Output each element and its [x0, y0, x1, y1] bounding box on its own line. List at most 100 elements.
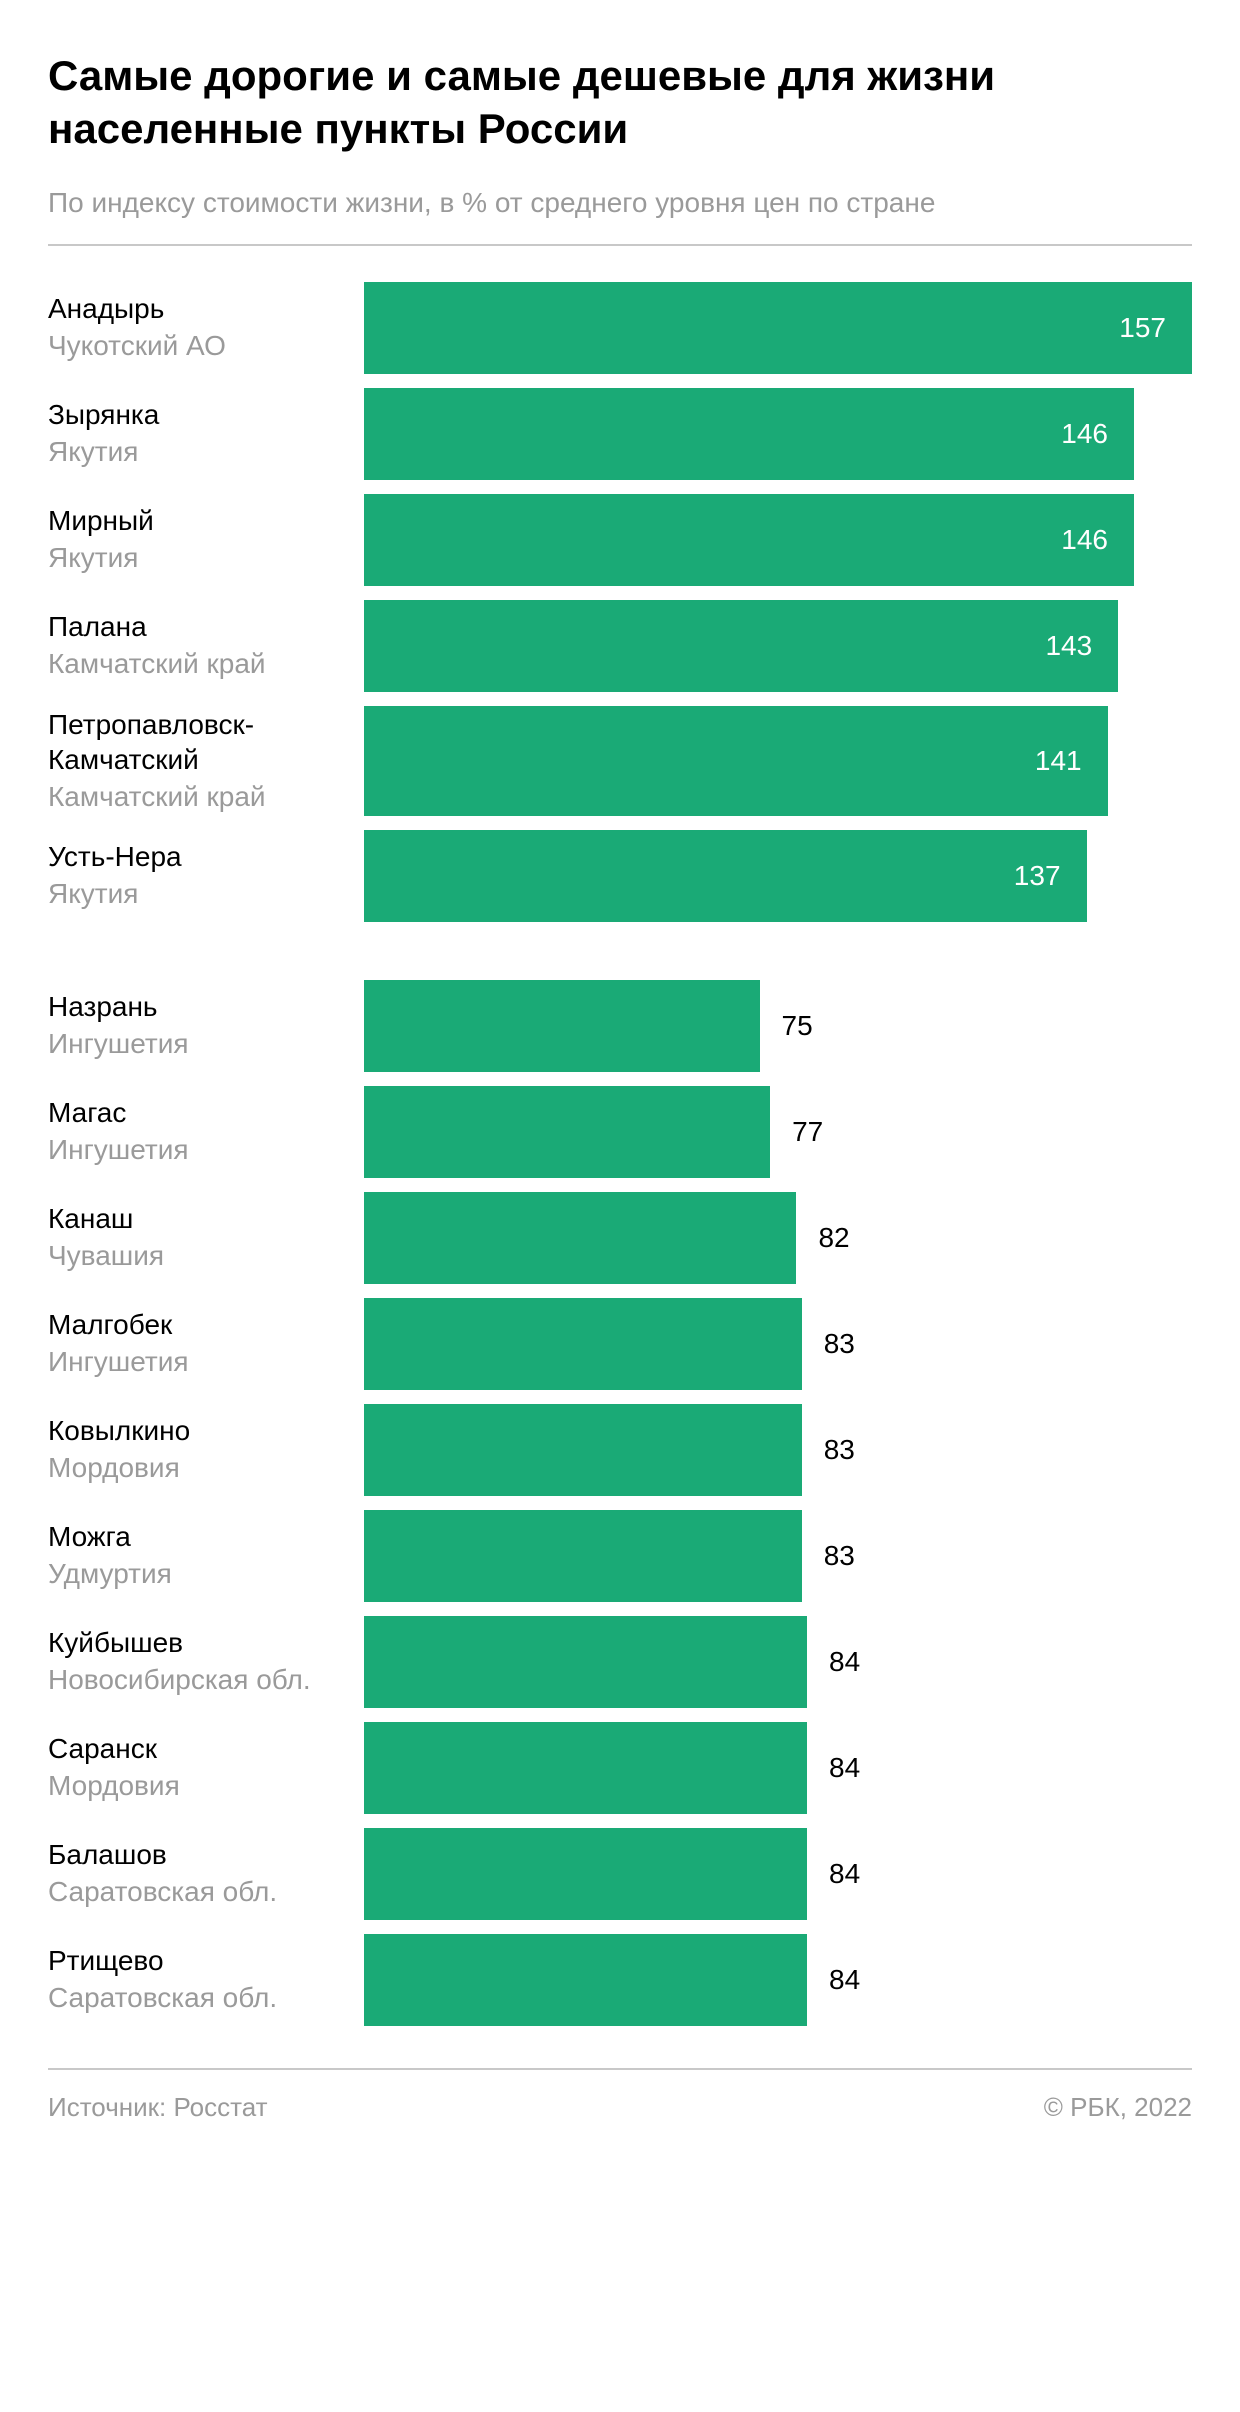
- bar-container: 82: [364, 1192, 1192, 1284]
- bar-value: 83: [824, 1328, 855, 1360]
- chart-row: КовылкиноМордовия83: [48, 1404, 1192, 1496]
- row-label: Петропавловск-КамчатскийКамчатский край: [48, 707, 364, 815]
- chart-row: МирныйЯкутия 146: [48, 494, 1192, 586]
- city-name: Балашов: [48, 1837, 352, 1872]
- header-divider: [48, 244, 1192, 246]
- bar-value: 143: [1045, 630, 1092, 662]
- footer-divider: [48, 2068, 1192, 2070]
- chart-row: ПаланаКамчатский край 143: [48, 600, 1192, 692]
- bar-container: 83: [364, 1404, 1192, 1496]
- bar: [364, 1934, 807, 2026]
- bar-value: 141: [1035, 745, 1082, 777]
- city-name: Канаш: [48, 1201, 352, 1236]
- bar: 137: [364, 830, 1087, 922]
- bar-container: 157: [364, 282, 1192, 374]
- bar: [364, 1404, 802, 1496]
- bar: 146: [364, 388, 1134, 480]
- row-label: МагасИнгушетия: [48, 1095, 364, 1168]
- row-label: ЗырянкаЯкутия: [48, 397, 364, 470]
- bar-value: 146: [1061, 524, 1108, 556]
- bar: [364, 1510, 802, 1602]
- row-label: КанашЧувашия: [48, 1201, 364, 1274]
- bar: [364, 1086, 770, 1178]
- bar: [364, 1828, 807, 1920]
- bar: [364, 1192, 796, 1284]
- chart-row: СаранскМордовия 84: [48, 1722, 1192, 1814]
- bar-value: 84: [829, 1752, 860, 1784]
- bar-container: 83: [364, 1510, 1192, 1602]
- row-label: АнадырьЧукотский АО: [48, 291, 364, 364]
- row-label: МалгобекИнгушетия: [48, 1307, 364, 1380]
- bar: 141: [364, 706, 1108, 816]
- row-label: МирныйЯкутия: [48, 503, 364, 576]
- bar-container: 83: [364, 1298, 1192, 1390]
- row-label: ПаланаКамчатский край: [48, 609, 364, 682]
- region-name: Чувашия: [48, 1238, 352, 1274]
- region-name: Камчатский край: [48, 646, 352, 682]
- row-label: БалашовСаратовская обл.: [48, 1837, 364, 1910]
- bar-container: 84: [364, 1722, 1192, 1814]
- bar: 143: [364, 600, 1118, 692]
- city-name: Малгобек: [48, 1307, 352, 1342]
- row-label: НазраньИнгушетия: [48, 989, 364, 1062]
- bar-value: 75: [782, 1010, 813, 1042]
- chart-row: АнадырьЧукотский АО 157: [48, 282, 1192, 374]
- bar-value: 84: [829, 1858, 860, 1890]
- city-name: Палана: [48, 609, 352, 644]
- city-name: Куйбышев: [48, 1625, 352, 1660]
- bar-value: 146: [1061, 418, 1108, 450]
- city-name: Зырянка: [48, 397, 352, 432]
- city-name: Петропавловск-Камчатский: [48, 707, 352, 777]
- bar-value: 77: [792, 1116, 823, 1148]
- city-name: Магас: [48, 1095, 352, 1130]
- row-label: СаранскМордовия: [48, 1731, 364, 1804]
- region-name: Саратовская обл.: [48, 1874, 352, 1910]
- row-label: РтищевоСаратовская обл.: [48, 1943, 364, 2016]
- chart-row: МалгобекИнгушетия 83: [48, 1298, 1192, 1390]
- chart-row: КанашЧувашия 82: [48, 1192, 1192, 1284]
- row-label: КуйбышевНовосибирская обл.: [48, 1625, 364, 1698]
- bar-container: 84: [364, 1934, 1192, 2026]
- region-name: Новосибирская обл.: [48, 1662, 352, 1698]
- bar-container: 137: [364, 830, 1192, 922]
- bar-container: 146: [364, 388, 1192, 480]
- bar-value: 83: [824, 1540, 855, 1572]
- row-label: Усть-НераЯкутия: [48, 839, 364, 912]
- region-name: Камчатский край: [48, 779, 352, 815]
- chart-row: МагасИнгушетия 77: [48, 1086, 1192, 1178]
- chart-row: БалашовСаратовская обл. 84: [48, 1828, 1192, 1920]
- row-label: КовылкиноМордовия: [48, 1413, 364, 1486]
- city-name: Ковылкино: [48, 1413, 352, 1448]
- bar-value: 157: [1119, 312, 1166, 344]
- chart-row: ЗырянкаЯкутия 146: [48, 388, 1192, 480]
- city-name: Саранск: [48, 1731, 352, 1766]
- bar: [364, 1298, 802, 1390]
- chart-row: Усть-НераЯкутия137: [48, 830, 1192, 922]
- bar: 157: [364, 282, 1192, 374]
- region-name: Мордовия: [48, 1768, 352, 1804]
- bar-container: 141: [364, 706, 1192, 816]
- bar-value: 82: [818, 1222, 849, 1254]
- chart-row: НазраньИнгушетия 75: [48, 980, 1192, 1072]
- bar-value: 84: [829, 1964, 860, 1996]
- chart-group-expensive: АнадырьЧукотский АО157ЗырянкаЯкутия146Ми…: [48, 282, 1192, 936]
- chart-title: Самые дорогие и самые дешевые для жизни …: [48, 50, 1192, 155]
- region-name: Удмуртия: [48, 1556, 352, 1592]
- region-name: Ингушетия: [48, 1344, 352, 1380]
- chart-row: Петропавловск-КамчатскийКамчатский край 1…: [48, 706, 1192, 816]
- chart-area: АнадырьЧукотский АО157ЗырянкаЯкутия146Ми…: [48, 282, 1192, 2068]
- source-label: Источник: Росстат: [48, 2092, 268, 2123]
- bar: [364, 980, 760, 1072]
- city-name: Ртищево: [48, 1943, 352, 1978]
- bar-container: 84: [364, 1616, 1192, 1708]
- region-name: Мордовия: [48, 1450, 352, 1486]
- region-name: Якутия: [48, 434, 352, 470]
- bar-container: 84: [364, 1828, 1192, 1920]
- bar-container: 146: [364, 494, 1192, 586]
- chart-row: КуйбышевНовосибирская обл.84: [48, 1616, 1192, 1708]
- bar-container: 143: [364, 600, 1192, 692]
- city-name: Назрань: [48, 989, 352, 1024]
- region-name: Чукотский АО: [48, 328, 352, 364]
- bar-container: 77: [364, 1086, 1192, 1178]
- region-name: Якутия: [48, 540, 352, 576]
